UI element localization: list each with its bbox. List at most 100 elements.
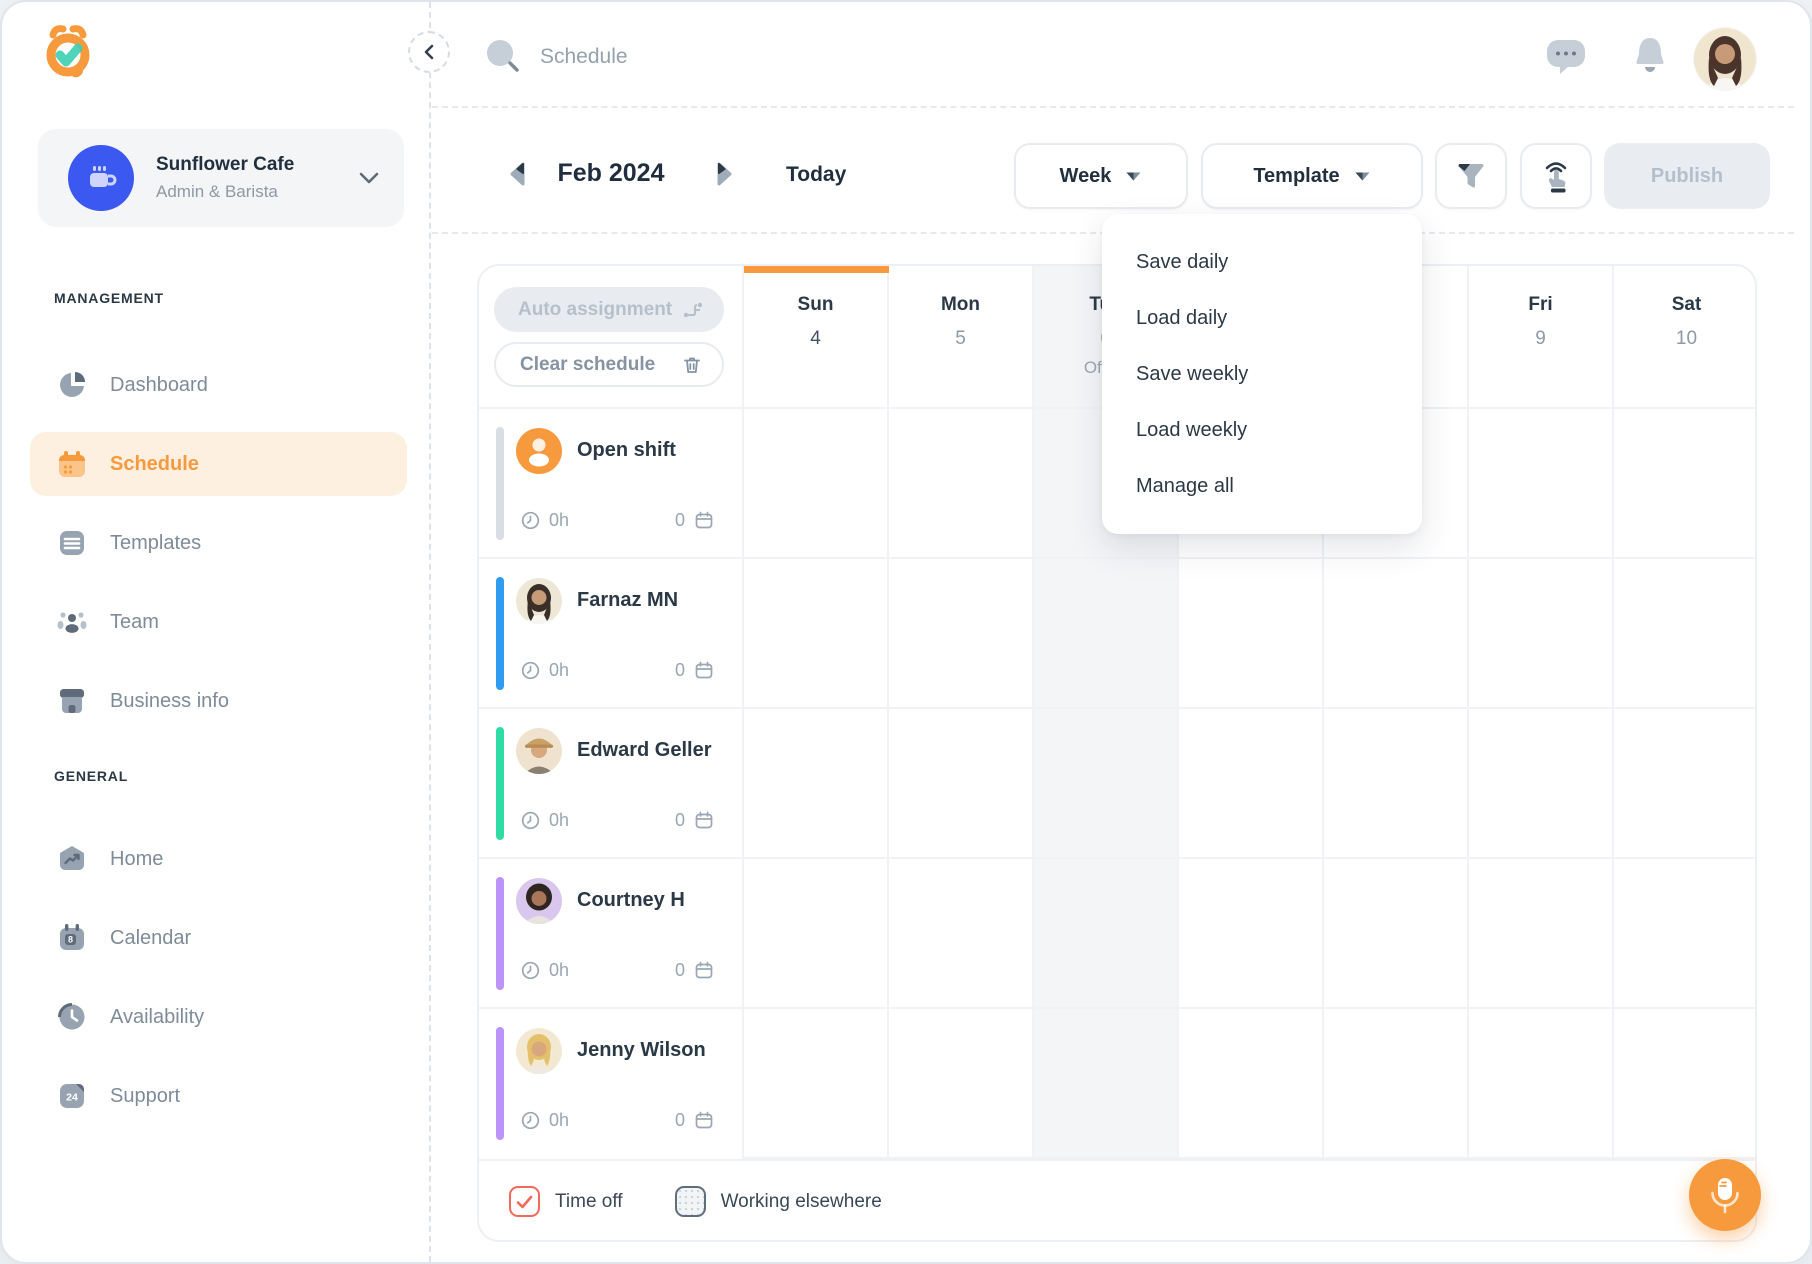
schedule-cell[interactable] — [1179, 1009, 1324, 1159]
sidebar-item-home[interactable]: Home — [30, 827, 407, 891]
sidebar-item-templates[interactable]: Templates — [30, 511, 407, 575]
menu-item-manage-all[interactable]: Manage all — [1136, 474, 1234, 497]
auto-assignment-icon — [683, 302, 703, 317]
sidebar-item-dashboard[interactable]: Dashboard — [30, 353, 407, 417]
publish-button[interactable]: Publish — [1604, 143, 1770, 209]
schedule-cell[interactable] — [1469, 709, 1614, 859]
schedule-cell[interactable] — [1179, 559, 1324, 709]
row-color-bar — [496, 427, 504, 540]
sidebar-item-business-info[interactable]: Business info — [30, 669, 407, 733]
schedule-cell[interactable] — [1324, 709, 1469, 859]
schedule-cell[interactable] — [1469, 409, 1614, 559]
menu-item-save-daily[interactable]: Save daily — [1136, 250, 1229, 273]
chevron-down-icon — [1355, 172, 1370, 180]
schedule-cell[interactable] — [1179, 859, 1324, 1009]
sidebar-item-availability[interactable]: Availability — [30, 985, 407, 1049]
day-date: 9 — [1535, 328, 1546, 349]
schedule-cell[interactable] — [1614, 559, 1755, 709]
staff-avatar — [516, 878, 562, 924]
day-name: Fri — [1528, 294, 1553, 315]
sidebar-item-team[interactable]: Team — [30, 590, 407, 654]
notifications-button[interactable] — [1630, 33, 1670, 84]
tap-to-assign-button[interactable] — [1520, 143, 1592, 209]
filter-icon — [1458, 164, 1484, 188]
messages-button[interactable] — [1544, 35, 1588, 82]
workspace-switcher[interactable]: Sunflower Cafe Admin & Barista — [38, 129, 404, 227]
today-button[interactable]: Today — [786, 163, 847, 186]
staff-avatar — [516, 1028, 562, 1074]
support-24-icon: 24 — [60, 1084, 84, 1108]
prev-week-button[interactable] — [504, 160, 532, 188]
menu-item-load-weekly[interactable]: Load weekly — [1136, 418, 1248, 441]
schedule-cell[interactable] — [1034, 859, 1179, 1009]
legend-item-working-elsewhere: Working elsewhere — [674, 1186, 882, 1217]
sidebar-item-schedule[interactable]: Schedule — [30, 432, 407, 496]
workspace-name: Sunflower Cafe — [156, 154, 295, 175]
schedule-cell[interactable] — [744, 409, 889, 559]
schedule-cell[interactable] — [1034, 559, 1179, 709]
next-week-button[interactable] — [710, 160, 738, 188]
sidebar-item-support[interactable]: 24 Support — [30, 1064, 407, 1128]
schedule-cell[interactable] — [1034, 709, 1179, 859]
search-button[interactable]: Schedule — [484, 38, 628, 76]
calendar-icon — [695, 661, 713, 679]
schedule-cell[interactable] — [889, 559, 1034, 709]
clear-schedule-button[interactable]: Clear schedule — [494, 342, 724, 387]
menu-item-load-daily[interactable]: Load daily — [1136, 306, 1228, 329]
filter-button[interactable] — [1435, 143, 1507, 209]
workspace-avatar — [68, 145, 134, 211]
schedule-cell[interactable] — [1324, 409, 1469, 559]
sidebar-collapse-button[interactable] — [408, 31, 450, 73]
user-avatar[interactable] — [1694, 28, 1756, 90]
sidebar-item-label: Dashboard — [110, 373, 208, 396]
sidebar-item-calendar[interactable]: 8 Calendar — [30, 906, 407, 970]
clock-icon — [521, 511, 540, 529]
schedule-cell[interactable] — [744, 1009, 889, 1159]
schedule-cell[interactable] — [1614, 859, 1755, 1009]
trash-icon — [684, 357, 700, 373]
day-header-fri[interactable]: Fri 9 — [1469, 266, 1614, 409]
schedule-cell[interactable] — [1614, 1009, 1755, 1159]
day-header-sat[interactable]: Sat 10 — [1614, 266, 1755, 409]
schedule-cell[interactable] — [1469, 859, 1614, 1009]
template-dropdown[interactable]: Template — [1201, 143, 1423, 209]
schedule-cell[interactable] — [744, 859, 889, 1009]
schedule-cell[interactable] — [744, 559, 889, 709]
sidebar-item-label: Availability — [110, 1005, 205, 1028]
view-mode-dropdown[interactable]: Week — [1014, 143, 1188, 209]
schedule-cell[interactable] — [1324, 859, 1469, 1009]
schedule-cell[interactable] — [1179, 709, 1324, 859]
sidebar-divider — [429, 2, 431, 1262]
header-divider — [432, 106, 1794, 108]
schedule-cell[interactable] — [889, 409, 1034, 559]
home-icon — [60, 846, 84, 870]
active-day-indicator — [744, 266, 889, 273]
tap-icon — [1545, 162, 1567, 193]
voice-assistant-fab[interactable] — [1689, 1159, 1761, 1231]
day-header-mon[interactable]: Mon 5 — [889, 266, 1034, 409]
schedule-cell[interactable] — [1469, 559, 1614, 709]
schedule-cell[interactable] — [889, 859, 1034, 1009]
day-name: Sun — [797, 294, 834, 315]
schedule-cell[interactable] — [889, 709, 1034, 859]
auto-assignment-button[interactable]: Auto assignment — [494, 287, 724, 332]
legend-label: Time off — [555, 1190, 623, 1212]
schedule-cell[interactable] — [1469, 1009, 1614, 1159]
menu-item-save-weekly[interactable]: Save weekly — [1136, 362, 1249, 385]
legend-label: Working elsewhere — [720, 1190, 882, 1212]
staff-name: Jenny Wilson — [577, 1039, 706, 1061]
pie-chart-icon — [60, 372, 85, 397]
day-header-sun[interactable]: Sun 4 — [744, 266, 889, 409]
schedule-cell[interactable] — [889, 1009, 1034, 1159]
schedule-cell[interactable] — [744, 709, 889, 859]
sidebar-item-label: Support — [110, 1084, 181, 1107]
schedule-cell[interactable] — [1324, 559, 1469, 709]
search-icon — [487, 40, 519, 72]
schedule-cell[interactable] — [1324, 1009, 1469, 1159]
schedule-cell[interactable] — [1614, 409, 1755, 559]
schedule-cell[interactable] — [1614, 709, 1755, 859]
schedule-cell[interactable] — [1034, 1009, 1179, 1159]
shift-count: 0 — [674, 509, 685, 530]
chevron-down-icon — [1126, 172, 1141, 180]
row-color-bar — [496, 577, 504, 690]
